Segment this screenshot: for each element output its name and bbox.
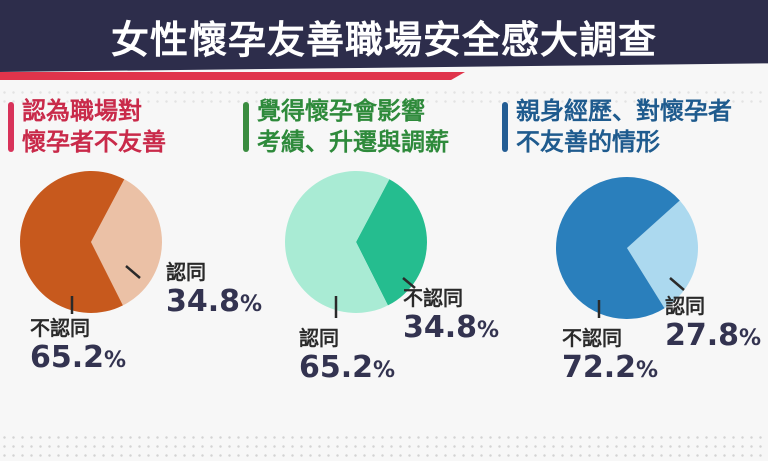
- slice-label: 不認同: [30, 316, 90, 340]
- pie-slice: [19, 171, 125, 314]
- leader-line: [669, 277, 685, 291]
- pie-panel-2: 覺得懷孕會影響 考績、升遷與調薪 不認同 34.8% 認同 65.2%: [243, 96, 499, 426]
- slice-label: 認同: [166, 260, 206, 284]
- page-title: 女性懷孕友善職場安全感大調查: [110, 18, 657, 62]
- slice-value: 72.2%: [562, 350, 659, 385]
- slice-label: 認同: [665, 294, 705, 318]
- slice-label: 認同: [299, 326, 339, 350]
- slice-label: 不認同: [562, 326, 622, 350]
- dot-pattern-top: [0, 88, 768, 106]
- accent-stripe: [0, 72, 465, 80]
- dot-pattern-bottom: [0, 433, 768, 461]
- leader-line: [402, 277, 416, 289]
- caption-bar: [502, 102, 508, 152]
- slice-label: 不認同: [403, 286, 463, 310]
- pie-slice: [356, 179, 427, 306]
- leader-line: [125, 265, 141, 279]
- pie-chart: [555, 176, 698, 319]
- caption-bar: [8, 102, 14, 152]
- slice-value: 34.8%: [403, 310, 500, 345]
- chart-title: 親身經歷、對懷孕者 不友善的情形: [516, 97, 732, 156]
- pie-slice: [555, 176, 680, 319]
- caption-bar: [243, 102, 249, 152]
- slice-value: 65.2%: [30, 340, 127, 375]
- slice-value: 65.2%: [299, 350, 396, 385]
- pie-chart: [284, 171, 427, 318]
- slice-value: 34.8%: [166, 284, 263, 319]
- pie-slice: [627, 200, 698, 309]
- pie-panel-1: 認為職場對 懷孕者不友善 認同 34.8% 不認同 65.2%: [8, 96, 264, 426]
- pie-panel-3: 親身經歷、對懷孕者 不友善的情形 認同 27.8% 不認同 72.2%: [502, 96, 762, 426]
- chart-title: 覺得懷孕會影響 考績、升遷與調薪: [257, 97, 449, 156]
- slice-value: 27.8%: [665, 318, 762, 353]
- pie-chart: [19, 171, 162, 314]
- header-banner: [0, 0, 768, 72]
- chart-title: 認為職場對 懷孕者不友善: [22, 97, 166, 156]
- pie-slice: [284, 171, 390, 314]
- pie-slice: [91, 179, 162, 306]
